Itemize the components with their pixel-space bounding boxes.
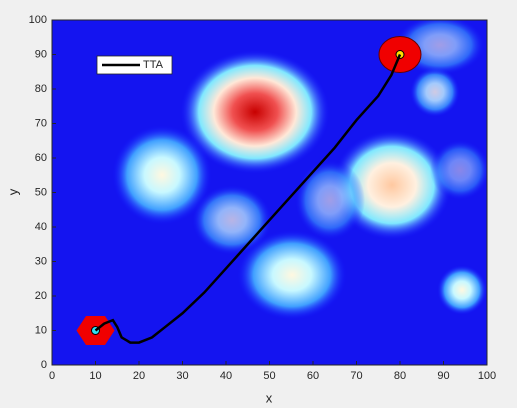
legend-label: TTA <box>143 59 164 71</box>
y-tick-label: 40 <box>35 221 47 233</box>
x-tick-label: 80 <box>394 370 406 382</box>
x-tick-label: 60 <box>307 370 319 382</box>
y-tick-label: 0 <box>41 359 47 371</box>
x-tick-label: 30 <box>176 370 188 382</box>
x-tick-label: 40 <box>220 370 232 382</box>
legend: TTA <box>96 55 173 75</box>
series-line <box>94 54 402 344</box>
y-tick-label: 80 <box>35 83 47 95</box>
y-tick-label: 30 <box>35 255 47 267</box>
x-tick-label: 50 <box>263 370 275 382</box>
x-tick-label: 20 <box>133 370 145 382</box>
y-tick-label: 100 <box>29 14 47 26</box>
x-tick-label: 0 <box>49 370 55 382</box>
heatmap <box>52 20 487 365</box>
y-tick-label: 50 <box>35 186 47 198</box>
y-axis-label: y <box>5 188 20 195</box>
y-tick-label: 10 <box>35 324 47 336</box>
y-tick-label: 70 <box>35 117 47 129</box>
x-axis-label: x <box>266 390 273 405</box>
x-tick-label: 10 <box>89 370 101 382</box>
y-tick-label: 90 <box>35 48 47 60</box>
x-tick-label: 70 <box>350 370 362 382</box>
y-tick-label: 20 <box>35 290 47 302</box>
x-tick-label: 90 <box>437 370 449 382</box>
x-tick-label: 100 <box>478 370 496 382</box>
y-tick-label: 60 <box>35 152 47 164</box>
axes-frame <box>51 19 488 366</box>
